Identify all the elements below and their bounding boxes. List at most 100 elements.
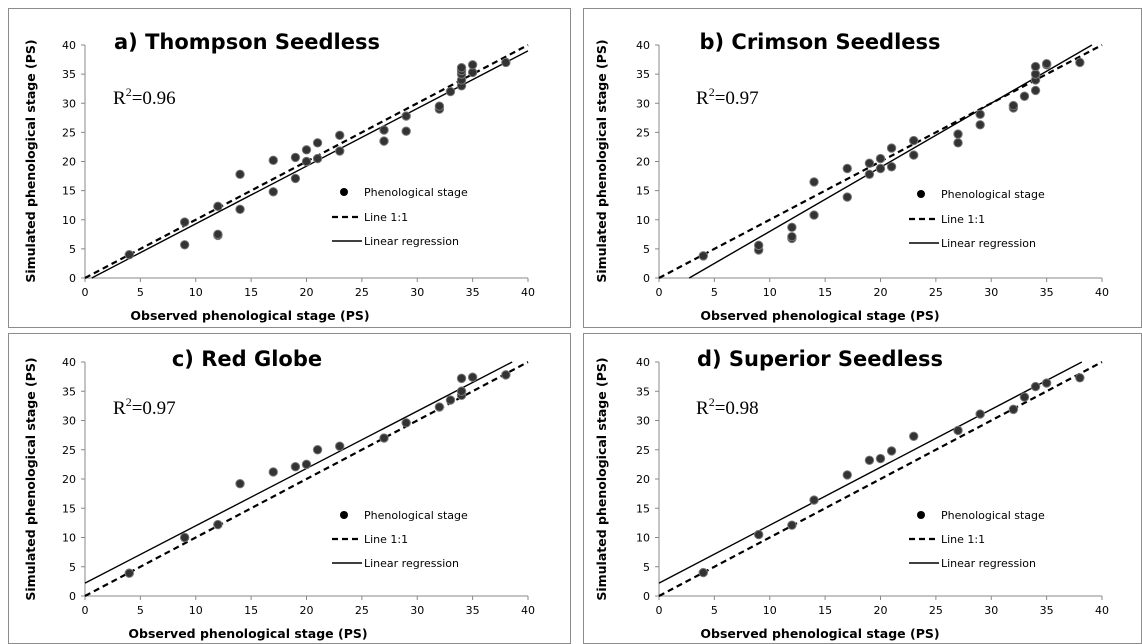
y-tick-label: 35 (62, 385, 76, 398)
data-point (456, 373, 467, 384)
data-point (335, 130, 345, 140)
chart-title: c) Red Globe (172, 347, 322, 371)
data-point (235, 204, 245, 214)
data-point (213, 519, 223, 530)
data-point (445, 395, 456, 405)
x-tick-label: 10 (189, 604, 203, 617)
data-point (909, 431, 919, 441)
chart-title: a) Thompson Seedless (114, 30, 380, 54)
y-tick-label: 25 (636, 126, 650, 139)
y-tick-label: 10 (62, 532, 76, 545)
data-point (213, 229, 223, 240)
data-point (842, 192, 852, 202)
data-point (809, 210, 819, 220)
y-tick-label: 10 (62, 214, 76, 227)
data-point (1075, 373, 1085, 383)
legend-label: Phenological stage (941, 188, 1045, 201)
data-point (301, 459, 312, 470)
x-tick-label: 5 (711, 286, 718, 299)
r2-annotation: R2=0.97 (113, 395, 176, 419)
data-point (1008, 404, 1019, 415)
data-point (467, 372, 478, 382)
legend-label: Line 1:1 (364, 211, 408, 224)
data-point (235, 169, 245, 180)
x-tick-label: 10 (189, 286, 203, 299)
data-point (1041, 58, 1052, 69)
data-point (864, 158, 875, 168)
data-point (1030, 61, 1041, 72)
y-tick-label: 0 (69, 272, 76, 285)
data-point (235, 478, 245, 489)
x-tick-label: 25 (929, 286, 943, 299)
y-tick-label: 40 (62, 39, 76, 52)
data-point (953, 129, 963, 139)
x-axis-label: Observed phenological stage (PS) (130, 308, 369, 323)
y-tick-label: 25 (62, 126, 76, 139)
x-tick-label: 35 (1040, 286, 1054, 299)
data-point (1019, 91, 1030, 101)
y-tick-label: 15 (62, 502, 76, 515)
data-point (379, 136, 389, 146)
x-tick-label: 20 (300, 604, 314, 617)
x-tick-label: 30 (410, 604, 424, 617)
line-1-1 (84, 361, 529, 597)
data-point (434, 101, 445, 111)
data-point (401, 126, 411, 136)
x-tick-label: 5 (711, 604, 718, 617)
regression-line (688, 44, 1093, 279)
y-tick-label: 10 (636, 214, 650, 227)
data-point (864, 169, 875, 180)
y-tick-label: 40 (62, 356, 76, 369)
data-point (179, 240, 190, 250)
y-tick-label: 40 (636, 39, 650, 52)
data-point (401, 418, 411, 428)
x-tick-label: 20 (874, 286, 888, 299)
y-axis-label: Simulated phenological stage (PS) (23, 357, 38, 600)
chart-panel-c: 0 5 10 15 20 25 30 35 40 0 5 10 15 20 25 30 35 40 c) Red G… (8, 333, 571, 644)
y-tick-label: 30 (636, 97, 650, 110)
data-point (124, 250, 135, 260)
legend-label: Linear regression (941, 557, 1036, 570)
data-point (335, 441, 345, 451)
data-point (290, 462, 301, 472)
y-tick-label: 0 (69, 590, 76, 603)
data-point (787, 520, 797, 530)
data-point (886, 446, 897, 456)
x-tick-label: 35 (1040, 604, 1054, 617)
data-point (886, 143, 897, 153)
legend-label: Phenological stage (941, 509, 1045, 522)
x-tick-label: 0 (82, 604, 89, 617)
data-point (124, 568, 135, 578)
x-tick-label: 30 (984, 286, 998, 299)
data-point (268, 155, 278, 166)
y-tick-label: 40 (636, 356, 650, 369)
data-point (1019, 392, 1030, 402)
legend-label: Linear regression (941, 237, 1036, 250)
data-point (875, 153, 886, 164)
x-tick-label: 35 (466, 286, 480, 299)
legend-label: Line 1:1 (941, 213, 985, 226)
y-tick-label: 5 (69, 243, 76, 256)
x-tick-label: 10 (763, 286, 777, 299)
legend-marker-points (340, 511, 348, 519)
data-point (909, 135, 919, 146)
data-point (787, 222, 797, 233)
y-tick-label: 30 (62, 97, 76, 110)
x-tick-label: 25 (355, 604, 369, 617)
data-point (875, 163, 886, 174)
legend-label: Phenological stage (364, 509, 468, 522)
data-point (456, 386, 467, 396)
y-tick-label: 10 (636, 532, 650, 545)
x-tick-label: 40 (1095, 286, 1109, 299)
data-point (864, 455, 875, 465)
y-tick-label: 20 (636, 473, 650, 486)
data-point (335, 146, 345, 156)
x-tick-label: 0 (656, 604, 663, 617)
legend-marker-points (917, 511, 925, 519)
data-point (1030, 85, 1041, 96)
x-tick-label: 20 (874, 604, 888, 617)
x-tick-label: 40 (1095, 604, 1109, 617)
data-point (975, 409, 985, 419)
data-point (886, 162, 897, 172)
legend-label: Line 1:1 (941, 533, 985, 546)
